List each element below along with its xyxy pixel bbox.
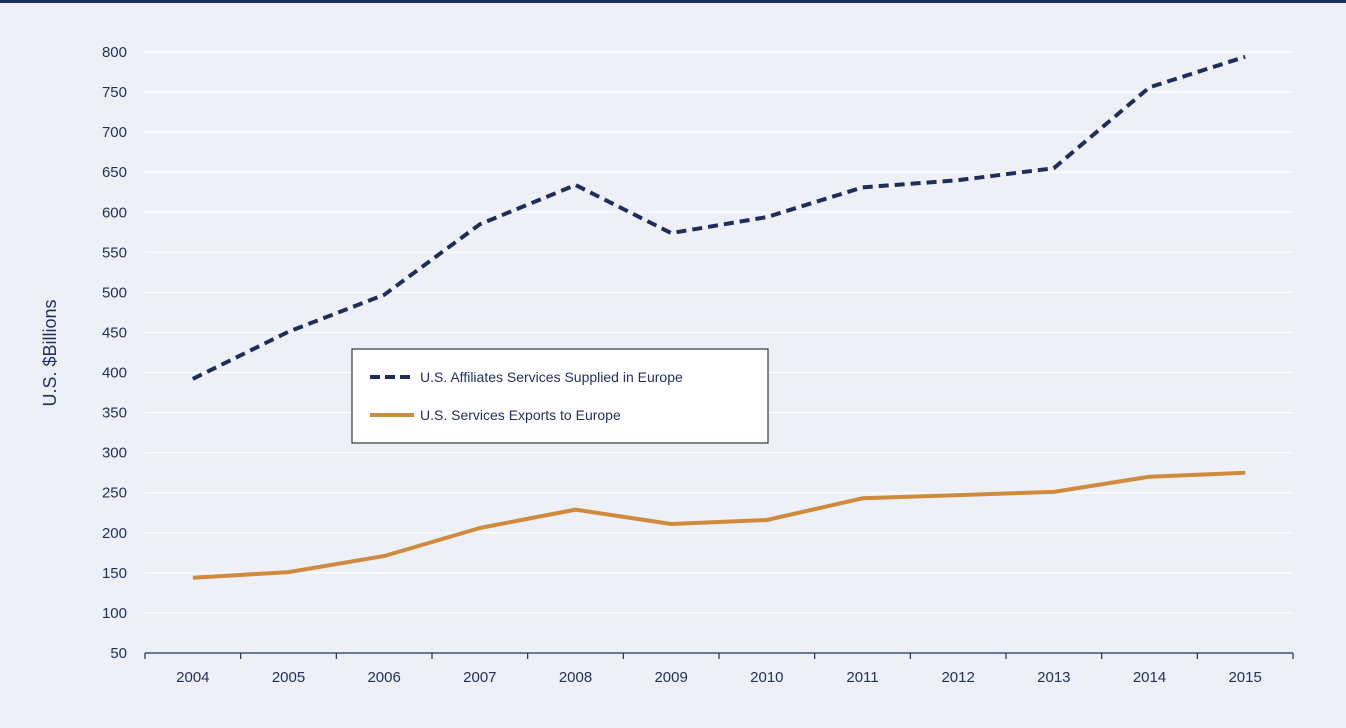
y-tick-label-700: 700 — [102, 124, 127, 141]
y-tick-label-100: 100 — [102, 605, 127, 622]
y-tick-label-400: 400 — [102, 365, 127, 382]
x-tick-label-2006: 2006 — [367, 669, 400, 686]
y-tick-label-200: 200 — [102, 525, 127, 542]
series-line-0 — [191, 54, 1246, 381]
x-tick-label-2009: 2009 — [654, 669, 687, 686]
top-rule — [0, 0, 1346, 3]
y-axis: 50 100 150 200 250 300 350 400 450 500 550 600 650 70… — [102, 44, 127, 662]
x-axis: 2004 2005 2006 2007 2008 2009 2010 2011 2012 2013… — [144, 652, 1294, 686]
x-tick-label-2005: 2005 — [272, 669, 305, 686]
y-tick-label-650: 650 — [102, 164, 127, 181]
x-tick-label-2010: 2010 — [750, 669, 783, 686]
x-tick-label-2014: 2014 — [1133, 669, 1166, 686]
x-tick-label-2007: 2007 — [463, 669, 496, 686]
y-tick-label-550: 550 — [102, 244, 127, 261]
x-tick-label-2004: 2004 — [176, 669, 209, 686]
y-tick-label-750: 750 — [102, 84, 127, 101]
legend-box — [351, 348, 769, 444]
y-tick-label-150: 150 — [102, 565, 127, 582]
y-tick-label-50: 50 — [110, 645, 127, 662]
legend: U.S. Affiliates Services Supplied in Eur… — [351, 348, 769, 444]
y-axis-title: U.S. $Billions — [40, 299, 60, 406]
y-tick-label-350: 350 — [102, 405, 127, 422]
x-tick-label-2012: 2012 — [941, 669, 974, 686]
legend-label-exports: U.S. Services Exports to Europe — [420, 407, 621, 423]
y-tick-label-450: 450 — [102, 324, 127, 341]
y-tick-label-500: 500 — [102, 284, 127, 301]
series-line-1 — [192, 470, 1246, 580]
series-lines — [191, 54, 1246, 580]
legend-label-affiliates: U.S. Affiliates Services Supplied in Eur… — [420, 369, 683, 385]
x-tick-label-2011: 2011 — [846, 669, 878, 686]
x-tick-label-2008: 2008 — [559, 669, 592, 686]
y-tick-label-800: 800 — [102, 44, 127, 61]
y-tick-label-250: 250 — [102, 485, 127, 502]
y-tick-label-600: 600 — [102, 204, 127, 221]
y-tick-label-300: 300 — [102, 445, 127, 462]
gridlines — [145, 51, 1293, 614]
x-tick-label-2015: 2015 — [1228, 669, 1261, 686]
x-tick-label-2013: 2013 — [1037, 669, 1070, 686]
